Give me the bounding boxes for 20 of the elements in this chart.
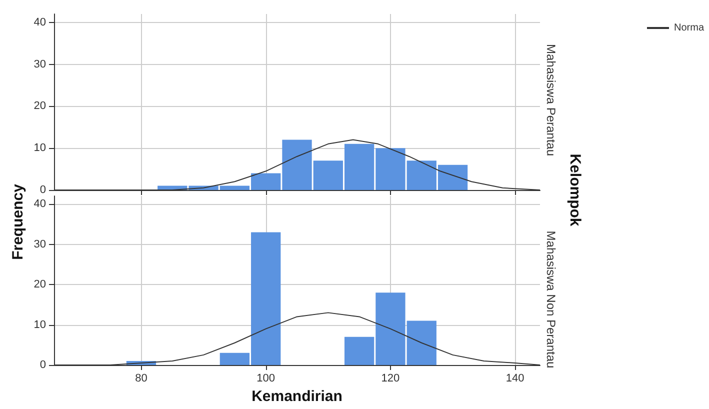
y2-axis-title: Kelompok <box>566 154 584 226</box>
y-tick-label: 10 <box>34 142 46 154</box>
y-tick-label: 40 <box>34 198 46 210</box>
y-tick-label: 10 <box>34 318 46 331</box>
x-tick-label: 80 <box>135 372 148 384</box>
y-tick-label: 20 <box>34 100 46 112</box>
y-tick-label: 40 <box>34 16 46 28</box>
y-tick-label: 30 <box>34 58 46 70</box>
y-tick-label: 0 <box>40 359 46 371</box>
x-tick-label: 120 <box>381 372 400 384</box>
x-tick-label: 100 <box>256 372 276 384</box>
text: Mahasiswa Non Perantau <box>544 230 558 368</box>
y-tick-label: 0 <box>40 184 46 196</box>
y-axis-title: Frequency <box>10 184 26 260</box>
text: Mahasiswa Perantau <box>544 44 558 156</box>
legend-label: Norma <box>674 22 704 34</box>
x-tick-label: 140 <box>506 372 524 384</box>
y-tick-label: 30 <box>34 238 46 250</box>
x-axis-title: Kemandirian <box>252 388 342 405</box>
y-tick-label: 20 <box>34 278 46 291</box>
